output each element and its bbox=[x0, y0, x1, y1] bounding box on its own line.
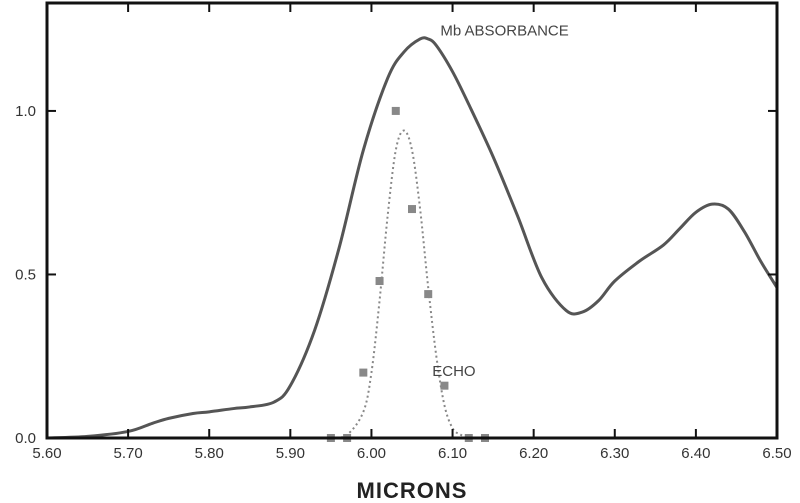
echo-marker bbox=[359, 368, 368, 377]
x-axis-label: MICRONS bbox=[357, 478, 468, 503]
series-line-echo bbox=[330, 129, 470, 439]
y-tick-label: 1.0 bbox=[15, 103, 36, 120]
echo-marker bbox=[391, 106, 400, 115]
x-tick-label: 5.60 bbox=[32, 445, 61, 462]
axis-ticks bbox=[46, 3, 778, 439]
echo-marker bbox=[424, 290, 433, 299]
chart-marks bbox=[45, 36, 779, 442]
echo-marker bbox=[408, 205, 416, 214]
x-tick-label: 5.80 bbox=[195, 445, 224, 462]
annotation-echo: ECHO bbox=[432, 363, 475, 380]
echo-marker bbox=[440, 381, 449, 390]
y-tick-label: 0.5 bbox=[15, 266, 36, 283]
x-tick-label: 6.50 bbox=[762, 445, 791, 462]
chart-annotations: Mb ABSORBANCE ECHO bbox=[432, 23, 568, 380]
echo-marker bbox=[375, 277, 384, 286]
y-tick-label: 0.0 bbox=[15, 430, 36, 447]
tick-labels: 5.60 5.70 5.80 5.90 6.00 6.10 6.20 6.30 6.40 6.50… bbox=[15, 103, 791, 462]
x-tick-label: 5.70 bbox=[114, 445, 143, 462]
plot-frame bbox=[45, 1, 779, 440]
annotation-mb-absorbance: Mb ABSORBANCE bbox=[440, 23, 568, 40]
x-tick-label: 6.30 bbox=[600, 445, 629, 462]
series-line-mb-absorbance bbox=[45, 36, 779, 440]
x-tick-label: 6.10 bbox=[438, 445, 467, 462]
x-tick-label: 5.90 bbox=[276, 445, 305, 462]
x-tick-label: 6.00 bbox=[357, 445, 386, 462]
x-tick-label: 6.20 bbox=[519, 445, 548, 462]
x-tick-label: 6.40 bbox=[681, 445, 710, 462]
